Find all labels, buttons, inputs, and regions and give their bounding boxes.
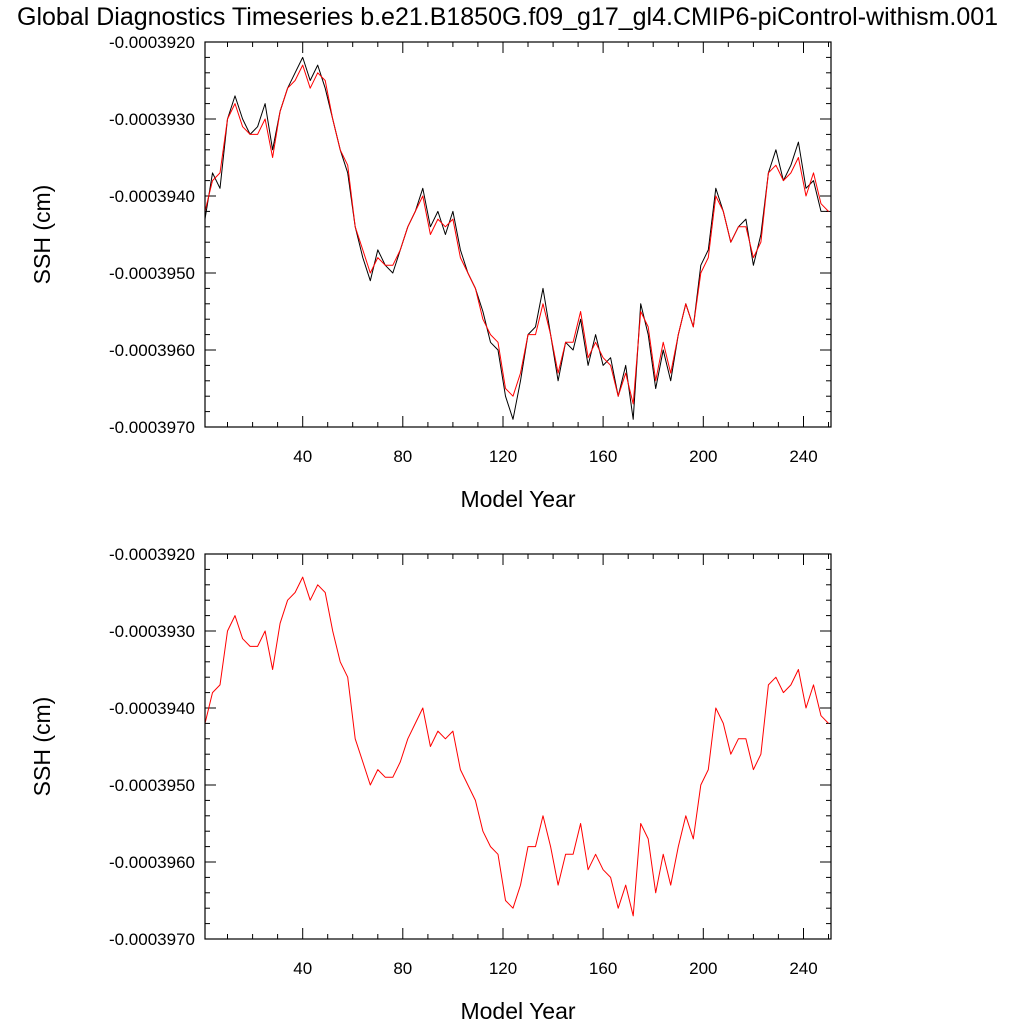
x-tick-label: 160 <box>589 959 617 978</box>
y-axis-label: SSH (cm) <box>29 697 55 797</box>
y-tick-label: -0.0003950 <box>109 264 195 283</box>
bottom-panel: 40 80 120 160 200 240 -0.0003970 -0.0003960 -0.0… <box>29 545 832 1024</box>
y-tick-label: -0.0003960 <box>109 341 195 360</box>
y-tick-label: -0.0003940 <box>109 187 195 206</box>
x-tick-label: 240 <box>789 447 817 466</box>
y-tick-label: -0.0003930 <box>109 110 195 129</box>
y-tick-label: -0.0003960 <box>109 853 195 872</box>
x-tick-label: 80 <box>393 959 412 978</box>
annual-series-line <box>204 576 829 917</box>
x-tick-label: 40 <box>293 447 312 466</box>
y-tick-label: -0.0003970 <box>109 418 195 437</box>
x-axis-label: Model Year <box>460 998 575 1024</box>
x-tick-label: 200 <box>689 447 717 466</box>
y-tick-label: -0.0003920 <box>109 33 195 52</box>
x-tick-label: 160 <box>589 447 617 466</box>
x-tick-label: 80 <box>393 447 412 466</box>
top-panel: 40 80 120 160 200 240 -0.0003970 -0.0003960 -0.0… <box>29 33 832 512</box>
plot-frame <box>204 41 832 428</box>
y-tick-label: -0.0003920 <box>109 545 195 564</box>
y-tick-label: -0.0003970 <box>109 930 195 949</box>
y-tick-label: -0.0003950 <box>109 776 195 795</box>
chart-title: Global Diagnostics Timeseries b.e21.B185… <box>17 3 999 31</box>
y-tick-label: -0.0003930 <box>109 622 195 641</box>
y-axis-label: SSH (cm) <box>29 185 55 285</box>
x-tick-label: 200 <box>689 959 717 978</box>
x-tick-label: 120 <box>489 959 517 978</box>
y-tick-label: -0.0003940 <box>109 699 195 718</box>
plot-frame <box>204 553 832 940</box>
monthly-series-line <box>204 56 829 420</box>
x-tick-label: 40 <box>293 959 312 978</box>
annual-series-line <box>204 64 829 405</box>
x-tick-label: 120 <box>489 447 517 466</box>
x-axis-label: Model Year <box>460 486 575 512</box>
x-tick-label: 240 <box>789 959 817 978</box>
